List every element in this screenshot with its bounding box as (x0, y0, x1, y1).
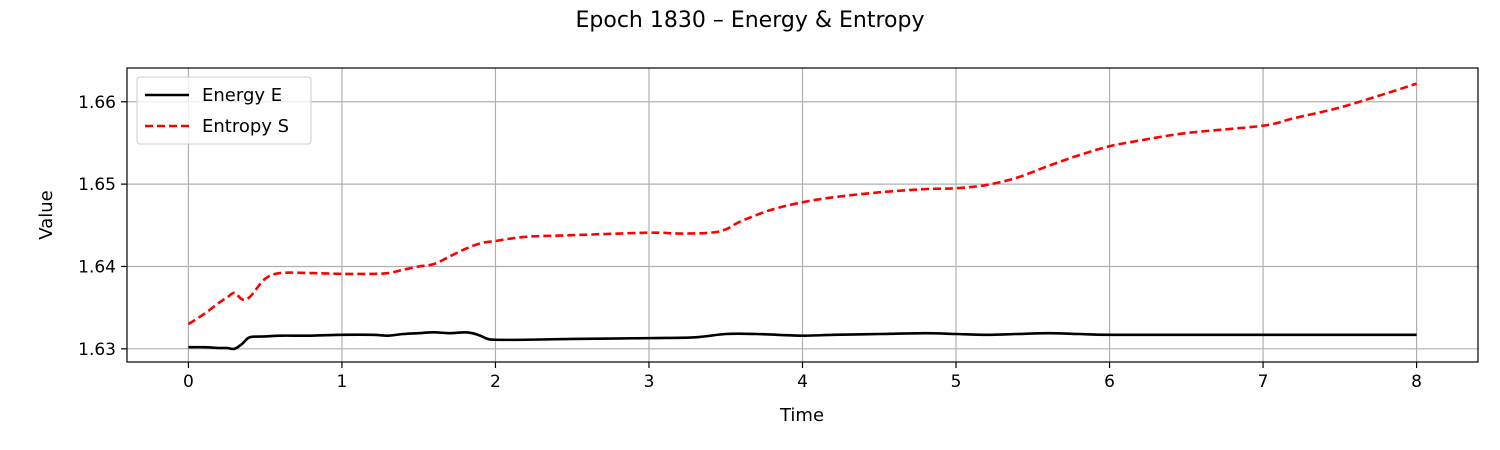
x-tick-label: 2 (490, 372, 501, 392)
series-line-entropy (187, 82, 1417, 326)
series-layer (187, 82, 1417, 351)
y-tick-label: 1.63 (78, 340, 116, 360)
y-tick-label: 1.66 (78, 93, 116, 113)
y-tick-label: 1.64 (78, 257, 116, 277)
x-tick-label: 0 (183, 372, 194, 392)
x-tick-label: 5 (951, 372, 962, 392)
chart-title: Epoch 1830 – Energy & Entropy (576, 8, 925, 33)
legend-label-entropy: Entropy S (202, 116, 289, 137)
x-tick-label: 3 (644, 372, 655, 392)
grid (127, 68, 1478, 362)
y-tick-label: 1.65 (78, 175, 116, 195)
x-tick-label: 8 (1411, 372, 1422, 392)
x-tick-label: 6 (1104, 372, 1115, 392)
x-tick-label: 7 (1258, 372, 1269, 392)
y-axis-label: Value (36, 190, 57, 239)
axis-ticks: 0 1 2 3 4 5 6 7 8 1.63 1.64 1.65 1.66 (78, 93, 1422, 392)
series-line-energy (188, 331, 1417, 351)
legend-label-energy: Energy E (202, 85, 282, 106)
x-axis-label: Time (779, 405, 824, 426)
legend: Energy E Entropy S (136, 76, 312, 145)
x-tick-label: 4 (797, 372, 808, 392)
x-tick-label: 1 (337, 372, 348, 392)
